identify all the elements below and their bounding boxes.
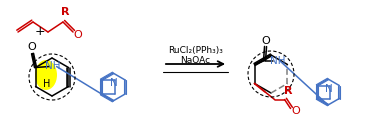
Ellipse shape [35,60,57,90]
Text: N: N [325,84,333,94]
Text: RuCl₂(PPh₃)₃: RuCl₂(PPh₃)₃ [168,45,223,54]
Text: NH: NH [45,60,60,70]
Text: O: O [27,42,36,52]
Text: O: O [291,106,300,116]
Text: H: H [43,79,51,89]
Text: NaOAc: NaOAc [180,55,211,64]
Text: NH: NH [270,55,285,65]
Text: +: + [35,24,45,38]
Text: N: N [110,78,118,88]
Text: O: O [261,35,270,45]
Text: R: R [61,7,69,17]
Text: R: R [284,85,293,95]
Text: O: O [74,30,82,40]
